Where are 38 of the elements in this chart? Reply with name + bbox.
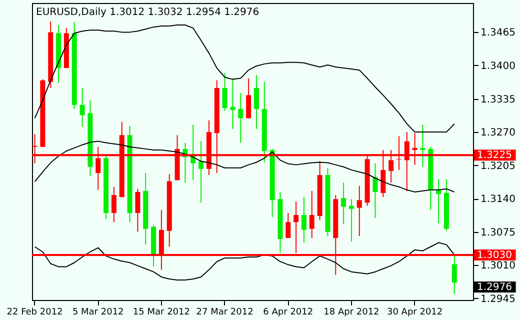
text: 1.2976 — [477, 282, 512, 293]
candlestick — [238, 92, 244, 144]
candlestick — [246, 78, 252, 119]
candlestick — [420, 124, 426, 168]
chart-title: EURUSD,Daily 1.3012 1.3032 1.2954 1.2976 — [36, 7, 260, 18]
candlestick — [230, 78, 236, 130]
candlestick — [372, 162, 378, 219]
y-tick-label: 1.3010 — [480, 260, 516, 272]
x-tick-label: 5 Mar 2012 — [72, 308, 124, 318]
ref-line-label: 1.3030 — [477, 250, 512, 261]
y-tick-label: 1.3400 — [480, 60, 516, 72]
x-tick-label: 27 Mar 2012 — [196, 308, 254, 318]
candlestick — [135, 188, 140, 232]
y-tick-label: 1.3140 — [480, 194, 516, 206]
candlestick — [356, 185, 362, 236]
candlestick — [341, 182, 346, 225]
candlestick — [80, 88, 85, 128]
candlestick — [286, 212, 291, 239]
candlestick — [111, 186, 116, 223]
ref-line-label: 1.3225 — [477, 150, 512, 162]
x-tick-label: 15 Mar 2012 — [132, 308, 190, 318]
y-tick-label: 1.3075 — [480, 227, 516, 238]
y-tick-label: 1.2945 — [480, 294, 516, 305]
x-tick-label: 6 Apr 2012 — [263, 308, 314, 318]
x-tick-label: 18 Apr 2012 — [324, 308, 380, 318]
candlestick — [198, 140, 204, 204]
candlestick — [301, 196, 306, 244]
candlestick — [254, 74, 259, 130]
candlestick — [452, 253, 457, 294]
x-tick-label: 22 Feb 2012 — [6, 308, 63, 318]
candlestick — [222, 72, 228, 112]
y-tick-label: 1.3270 — [480, 128, 516, 139]
candlestick — [348, 198, 354, 242]
y-tick-label: 1.3465 — [480, 28, 516, 39]
candlestick — [309, 190, 314, 239]
y-tick-label: 1.3335 — [480, 94, 516, 106]
y-tick-label: 1.3205 — [480, 160, 516, 172]
x-tick-label: 30 Apr 2012 — [386, 308, 443, 318]
